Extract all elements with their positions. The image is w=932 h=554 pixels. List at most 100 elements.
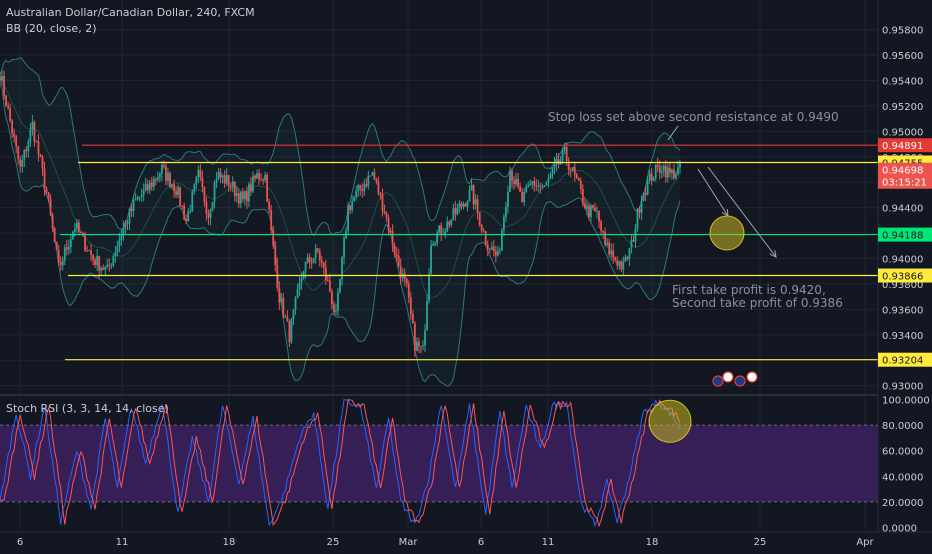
candle-body [3,76,5,96]
candle-body [462,203,465,207]
candle-body [472,185,475,205]
candle-body [464,203,467,207]
candle-body [0,76,1,81]
stoch-rsi-label[interactable]: Stoch RSI (3, 3, 14, 14, close) [6,402,169,415]
candle-body [515,178,517,185]
candle-body [217,172,220,179]
candle-body [537,185,540,187]
candle-body [432,243,434,246]
candle-body [252,175,254,192]
price-axis: 0.95800 0.95600 0.95400 0.95200 0.95000 0.948… [877,0,932,550]
candle-body [598,210,600,222]
candle-body [233,181,236,197]
candle-body [173,184,175,192]
candle-body [104,266,107,270]
time-tick-label: 11 [542,537,555,548]
time-tick-label: 6 [17,537,23,548]
candle-body [369,175,372,177]
stop-loss-note: Stop loss set above second resistance at… [548,110,839,124]
candle-body [284,316,287,318]
candle-body [175,191,177,195]
candle-body [628,248,631,260]
candle-body [227,175,230,187]
candle-body [503,216,505,231]
stoch-tick-label: 0.0000 [882,523,917,534]
candle-body [256,173,258,179]
candle-body [624,257,627,262]
candle-body [235,193,238,197]
economic-event-icon[interactable] [712,375,724,387]
candle-body [45,188,48,193]
candle-body [549,173,552,179]
candle-body [452,208,455,220]
candle-body [163,164,165,167]
candle-body [668,167,671,174]
candle-body [191,191,194,212]
candle-body [343,238,345,258]
candle-body [476,199,479,213]
candle-body [420,345,422,347]
bb-indicator-label[interactable]: BB (20, close, 2) [6,22,97,35]
candle-body [600,221,602,231]
candle-body [276,264,279,288]
candle-body [430,245,432,274]
economic-event-icon[interactable] [746,371,758,383]
candle-body [254,175,256,179]
stoch-rsi-pane [0,399,878,528]
candle-body [63,247,66,261]
candle-body [76,222,78,229]
candle-body [543,185,546,187]
candle-body [333,304,335,312]
candle-body [555,158,558,165]
candle-body [5,95,7,107]
time-tick-label: Apr [856,537,874,548]
candle-body [662,165,665,172]
time-tick-label: Mar [399,537,419,548]
candle-body [324,267,327,281]
level-price-text: 0.94188 [882,231,923,242]
candle-body [207,213,210,218]
candle-body [205,202,208,214]
candle-body [250,184,252,192]
candle-body [359,184,362,189]
candle-body [154,179,157,181]
level-price-tag [878,352,932,367]
candle-body [573,167,576,175]
candle-body [248,184,250,202]
candle-body [545,182,548,186]
candle-body [418,341,420,346]
candle-body [33,121,36,142]
candle-body [270,209,273,230]
candle-body [424,330,426,346]
candle-body [120,235,123,240]
candle-body [187,211,190,221]
candle-body [318,251,321,261]
candle-body [557,158,560,165]
candle-body [405,278,408,284]
candle-body [106,264,109,267]
candle-body [492,246,495,252]
candle-body [365,184,368,187]
candle-body [565,146,568,162]
candle-body [304,261,307,272]
candle-body [367,175,370,187]
economic-event-icon[interactable] [734,375,746,387]
candle-body [136,197,139,200]
candle-body [152,179,155,187]
candle-body [29,129,32,142]
candle-body [35,141,38,143]
event-markers[interactable] [712,371,758,387]
economic-event-icon[interactable] [722,371,734,383]
candle-body [395,254,398,257]
candle-body [553,164,556,168]
candle-body [513,181,515,185]
candle-body [144,183,147,190]
candle-body [67,246,70,250]
candle-body [505,206,507,217]
candle-body [328,280,331,292]
last-price-tag [878,162,932,189]
candle-body [320,260,323,263]
candle-body [223,175,226,184]
candle-body [626,257,629,260]
